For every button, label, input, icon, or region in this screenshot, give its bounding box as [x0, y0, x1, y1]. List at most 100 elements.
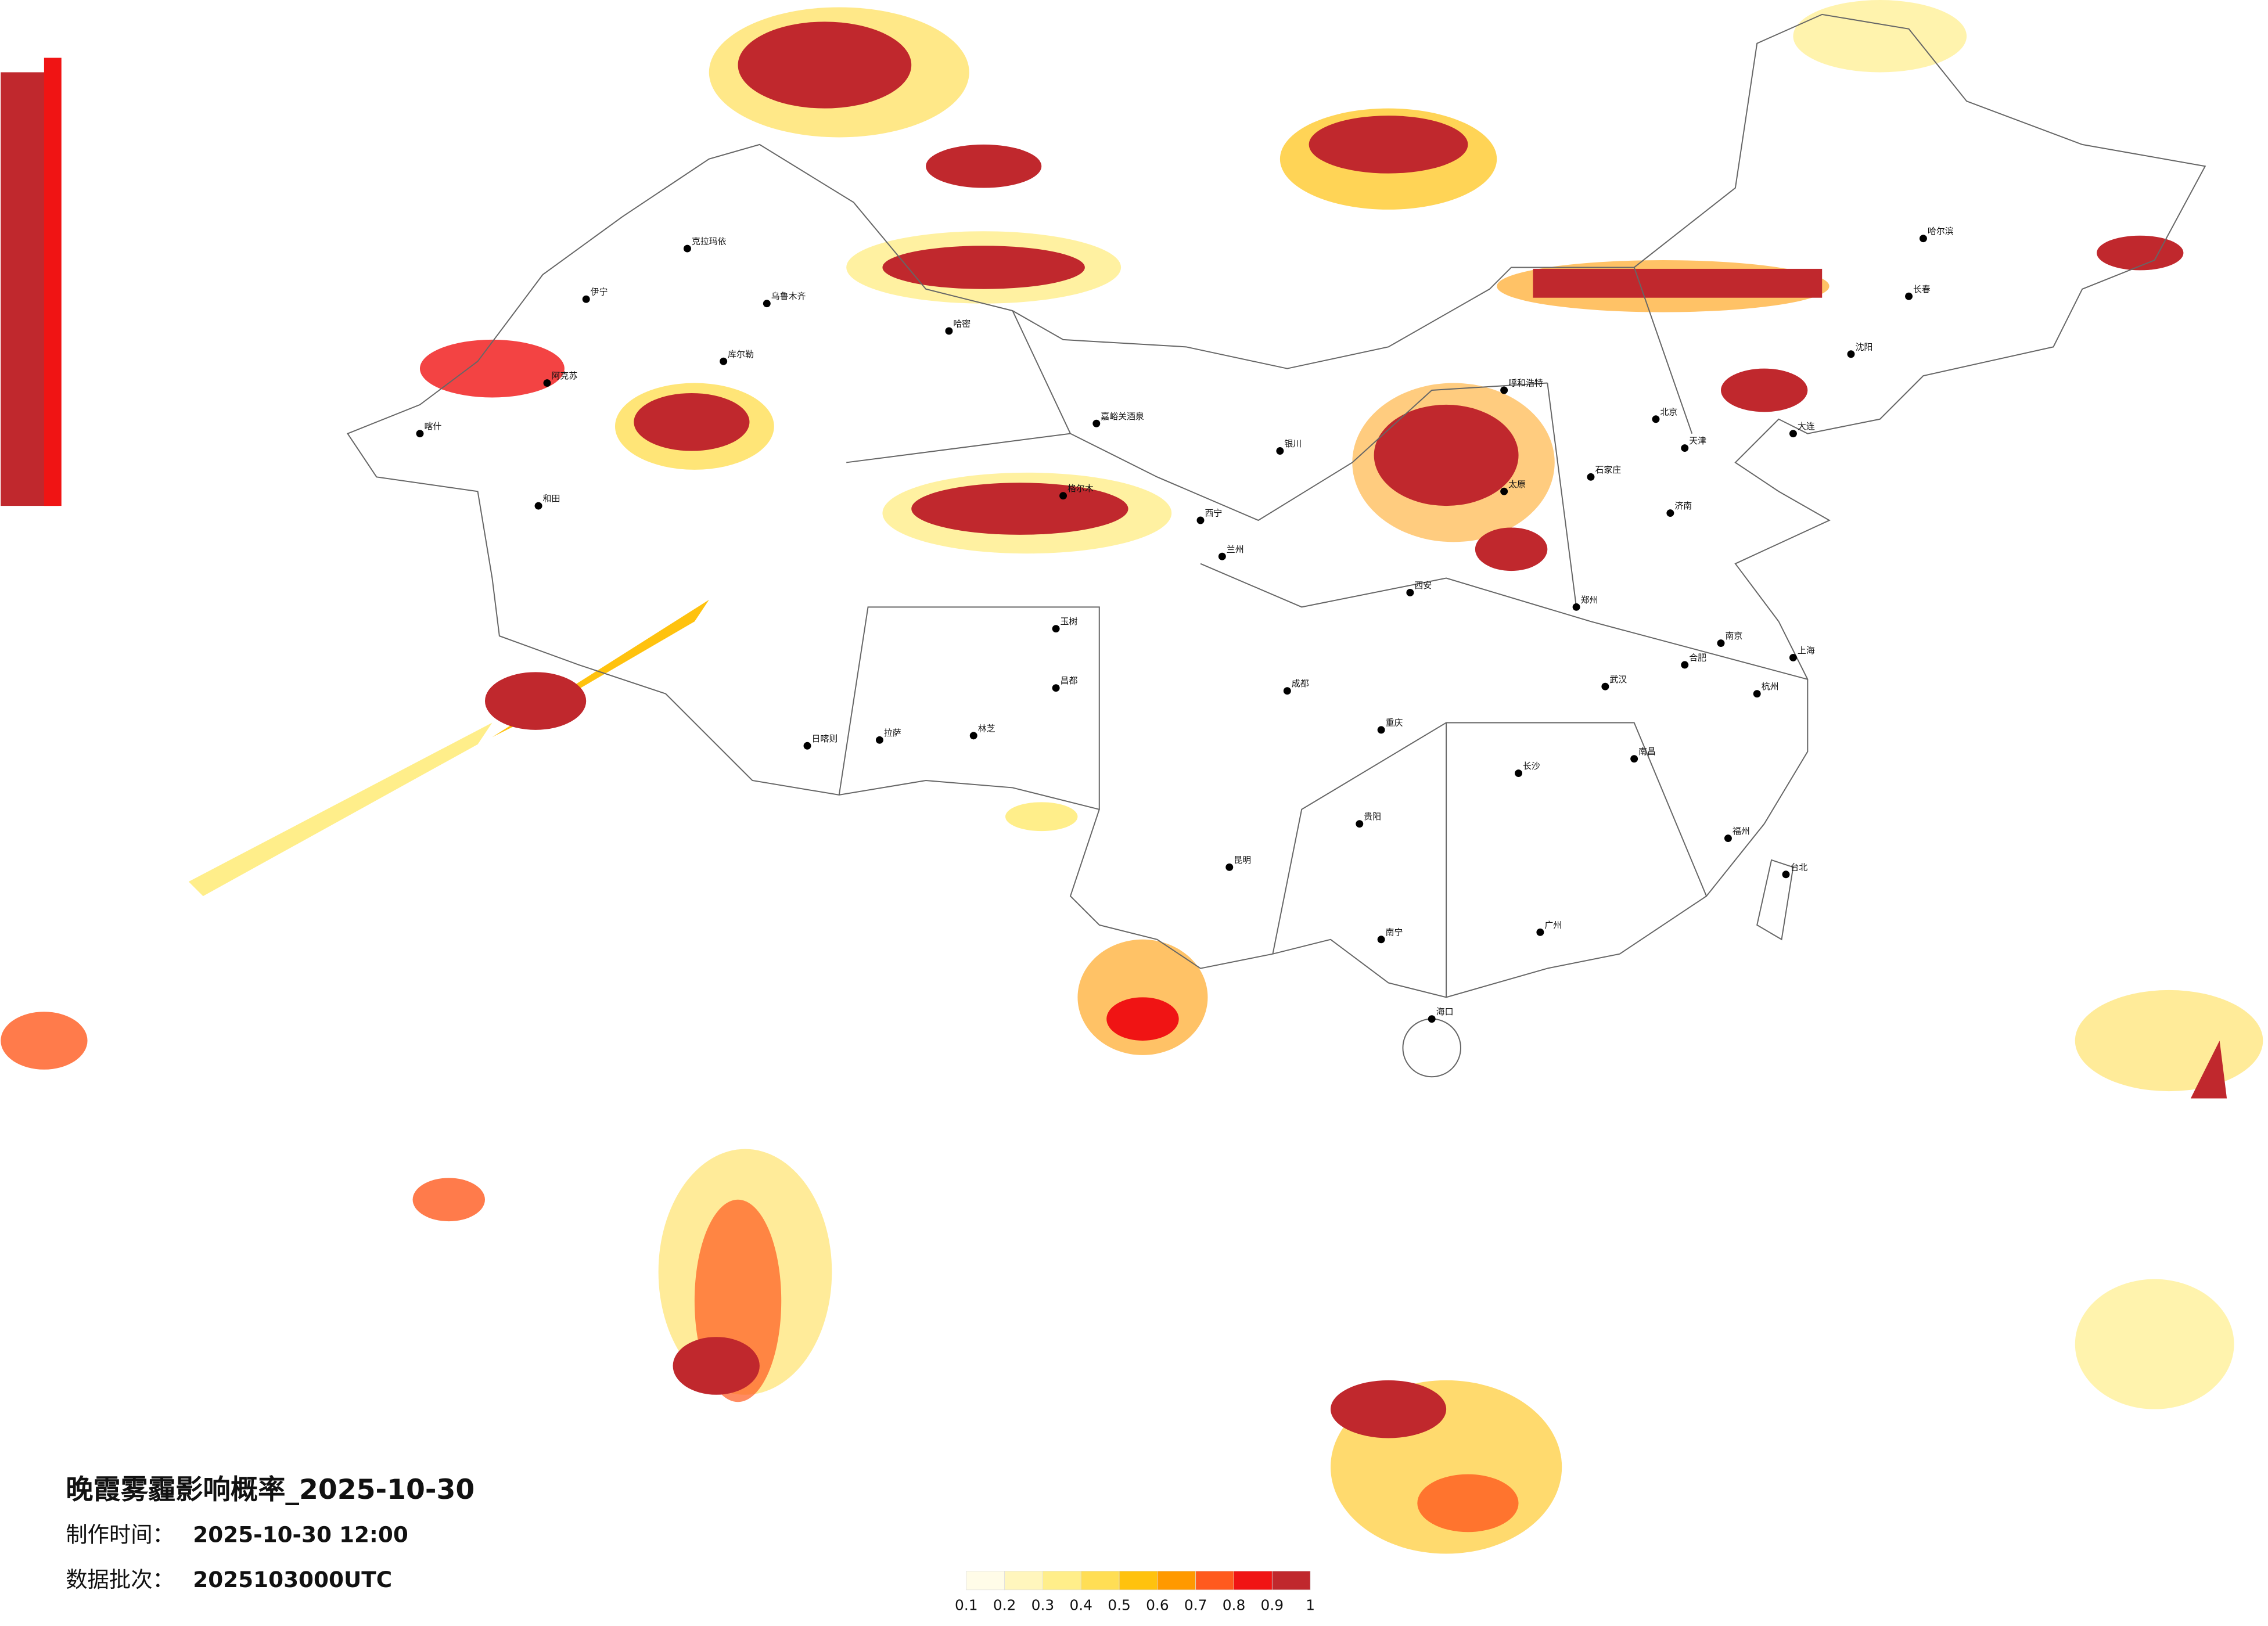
city-label: 乌鲁木齐 [771, 291, 806, 301]
haze-field [1, 0, 2263, 1554]
city-dot [1782, 870, 1790, 879]
city-dot [945, 327, 953, 335]
city-label: 上海 [1798, 645, 1815, 656]
city-label: 拉萨 [884, 728, 901, 738]
city-label: 北京 [1660, 406, 1677, 417]
country-border [347, 13, 2206, 998]
city-label: 昆明 [1234, 855, 1251, 865]
city-label: 福州 [1733, 826, 1750, 836]
haze-area [419, 339, 565, 398]
haze-area [2097, 235, 2184, 271]
map-title: 晚霞雾霾影响概率_2025-10-30 [66, 1474, 475, 1506]
city-dot [1681, 661, 1689, 669]
haze-area [44, 57, 62, 506]
city-dot [1587, 473, 1595, 481]
legend-tick-label: 0.1 [955, 1597, 978, 1614]
city-label: 日喀则 [811, 733, 838, 744]
production-time: 2025-10-30 12:00 [193, 1522, 408, 1548]
city-dot [1789, 653, 1797, 661]
city-label: 哈尔滨 [1928, 226, 1954, 236]
city-label: 武汉 [1609, 674, 1627, 685]
city-dot [1052, 625, 1060, 633]
city-dot [1515, 769, 1523, 778]
province-border [838, 267, 1808, 998]
city-dot [683, 244, 691, 253]
city-label: 济南 [1674, 501, 1692, 511]
city-label: 和田 [543, 494, 560, 504]
legend-swatch [1195, 1571, 1234, 1591]
legend-tick-label: 0.6 [1146, 1597, 1169, 1614]
legend-tick-label: 0.4 [1069, 1597, 1092, 1614]
haze-area [2075, 990, 2263, 1092]
haze-area [484, 672, 587, 730]
city-dot [1919, 235, 1927, 243]
city-label: 海口 [1436, 1006, 1454, 1017]
legend-swatch [1004, 1571, 1043, 1591]
city-dot [582, 295, 590, 303]
city-label: 呼和浩特 [1508, 378, 1543, 388]
haze-area [1533, 268, 1823, 298]
haze-area [1793, 0, 1967, 73]
city-dot [763, 300, 771, 308]
city-dot [1218, 552, 1226, 560]
city-label: 合肥 [1689, 652, 1706, 663]
city-label: 昌都 [1061, 675, 1078, 686]
city-label: 南昌 [1638, 746, 1656, 757]
haze-area [1475, 527, 1548, 571]
production-time-label: 制作时间： [66, 1522, 174, 1548]
legend: 0.1 0.2 0.3 0.4 0.5 0.6 0.7 0.8 0.9 1 [955, 1571, 1315, 1614]
city-label: 长春 [1913, 284, 1931, 294]
city-dot [1406, 588, 1414, 596]
legend-swatch [1080, 1571, 1120, 1591]
city-dot [1059, 492, 1067, 500]
city-label: 重庆 [1386, 717, 1403, 728]
city-dot [1630, 755, 1638, 763]
city-label: 台北 [1790, 862, 1807, 872]
city-label: 阿克苏 [551, 370, 577, 381]
city-dot [969, 732, 977, 740]
island-border [1402, 1018, 1461, 1078]
city-dot [1847, 350, 1855, 358]
city-label: 长沙 [1523, 761, 1540, 771]
haze-area [1417, 1474, 1519, 1533]
haze-area [926, 144, 1042, 188]
legend-tick-label: 0.8 [1223, 1597, 1246, 1614]
city-label: 兰州 [1227, 544, 1244, 555]
city-dot [1789, 430, 1797, 438]
legend-swatch [1271, 1571, 1311, 1591]
city-dot [1500, 386, 1508, 394]
city-dot [1500, 487, 1508, 495]
city-dot [1681, 444, 1689, 452]
city-label: 大连 [1798, 421, 1815, 431]
city-dot [1283, 687, 1291, 695]
city-dot [1052, 684, 1060, 692]
city-dot [1905, 292, 1913, 300]
city-label: 林芝 [978, 723, 995, 733]
legend-tick-label: 1 [1306, 1597, 1315, 1614]
city-dot [803, 742, 811, 750]
haze-area [2190, 1041, 2227, 1099]
city-label: 杭州 [1762, 681, 1779, 692]
haze-area [738, 21, 912, 109]
haze-area [1720, 368, 1808, 412]
city-label: 广州 [1544, 920, 1562, 930]
haze-area [412, 1178, 485, 1222]
city-label: 太原 [1508, 479, 1526, 490]
city-dot [1092, 419, 1101, 427]
city-label: 贵阳 [1364, 811, 1381, 822]
legend-swatch [1234, 1571, 1273, 1591]
haze-area [1106, 997, 1179, 1041]
island-border [1756, 859, 1794, 941]
borders [347, 13, 2206, 1078]
city-label: 伊宁 [591, 287, 608, 297]
haze-area [1309, 116, 1468, 174]
legend-swatch [1043, 1571, 1081, 1591]
city-label: 格尔木 [1067, 483, 1094, 494]
city-label: 哈密 [953, 318, 971, 329]
city-label: 银川 [1284, 438, 1302, 449]
legend-tick-label: 0.5 [1108, 1597, 1131, 1614]
city-dot [1428, 1015, 1436, 1023]
city-dot [1601, 682, 1609, 690]
